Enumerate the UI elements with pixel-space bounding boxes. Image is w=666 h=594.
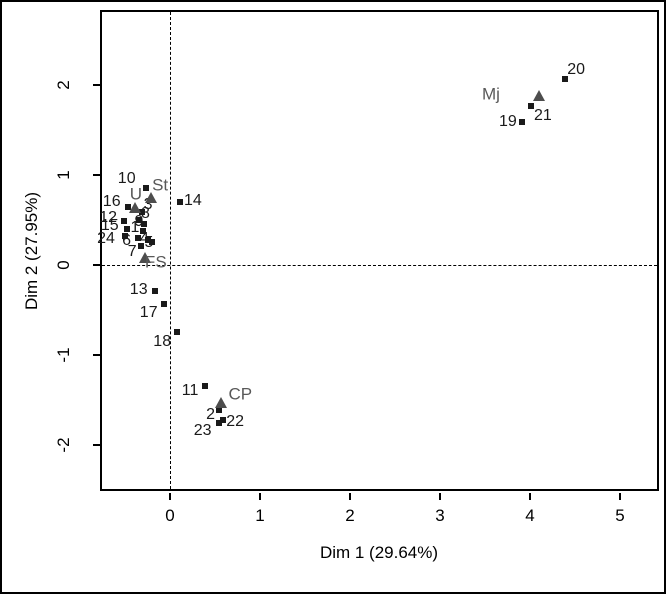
point-marker-square [176,199,183,205]
point-label: 9 [134,212,144,230]
point-marker-square [160,300,167,307]
y-tick-label: -1 [54,347,73,363]
x-tick-label: 2 [345,506,355,525]
point-marker-square [140,220,147,227]
point-label: 6 [122,232,132,249]
y-tick-label: 0 [54,260,73,270]
point-label: 4 [139,229,149,247]
point-label: 22 [226,412,244,430]
point-label: 12 [99,208,117,226]
point-label: 18 [153,332,172,350]
x-axis-title: Dim 1 (29.64%) [319,543,439,562]
x-tick-label: 1 [255,506,265,525]
point-label: 16 [102,193,121,211]
centroid-triangle-marker [145,192,158,204]
zero-line-horizontal [102,265,657,266]
point-marker-square [140,227,146,234]
point-marker-square [134,235,141,241]
point-marker-square [215,420,222,427]
point-marker-square [202,382,209,389]
y-tick [93,444,100,446]
centroid-triangle-marker [215,396,228,408]
y-tick-label: 2 [54,80,73,90]
point-marker-square [123,226,130,232]
point-label: 21 [533,106,552,124]
point-marker-square [215,406,222,413]
point-marker-square [139,208,146,215]
point-label: 3 [143,195,153,213]
point-label: 2 [206,405,216,423]
point-marker-square [220,416,227,423]
x-tick-label: 5 [615,506,625,525]
point-label: 19 [498,112,517,130]
point-label: 13 [129,281,148,299]
point-marker-square [122,233,128,240]
y-tick-label: 1 [54,170,73,180]
plot-box [100,10,659,491]
x-tick-label: 3 [435,506,445,525]
point-marker-square [136,217,143,223]
point-label: 15 [100,217,119,234]
point-label: 24 [97,230,115,248]
point-marker-square [518,118,525,125]
group-label: St [152,175,169,195]
x-tick [259,493,261,500]
point-label: 10 [117,169,136,187]
point-marker-square [151,288,158,295]
point-marker-square [174,328,181,335]
group-label: CP [228,384,253,404]
centroid-triangle-marker [533,89,545,101]
y-tick [93,174,100,176]
centroid-triangle-marker [138,251,151,263]
centroid-triangle-marker [128,202,141,214]
point-label: 8 [140,205,150,222]
x-tick-label: 0 [165,506,175,525]
x-tick [529,493,531,500]
point-label: 5 [144,233,154,251]
point-marker-square [149,238,155,245]
point-label: 7 [127,243,137,261]
x-tick [169,493,171,500]
point-marker-square [145,236,152,243]
y-tick-label: -2 [54,437,73,453]
zero-line-vertical [170,12,171,489]
y-tick [93,354,100,356]
y-tick [93,264,100,266]
point-marker-square [527,102,534,109]
point-marker-square [124,204,131,211]
x-tick [439,493,441,500]
point-marker-square [142,184,149,191]
point-marker-square [121,217,128,224]
point-label: 17 [139,303,158,321]
group-label: Mj [482,84,500,104]
y-tick [93,84,100,86]
point-label: 20 [567,60,585,78]
y-axis-title: Dim 2 (27.95%) [22,191,41,311]
point-label: 23 [193,422,212,440]
point-marker-square [562,75,569,82]
group-label: FS [144,252,167,272]
point-marker-square [138,243,145,250]
x-tick [619,493,621,500]
x-tick [349,493,351,500]
point-label: 11 [181,381,199,399]
x-tick-label: 4 [525,506,535,525]
point-label: 14 [183,192,202,209]
group-label: U [129,184,143,204]
point-label: 1 [130,218,140,236]
